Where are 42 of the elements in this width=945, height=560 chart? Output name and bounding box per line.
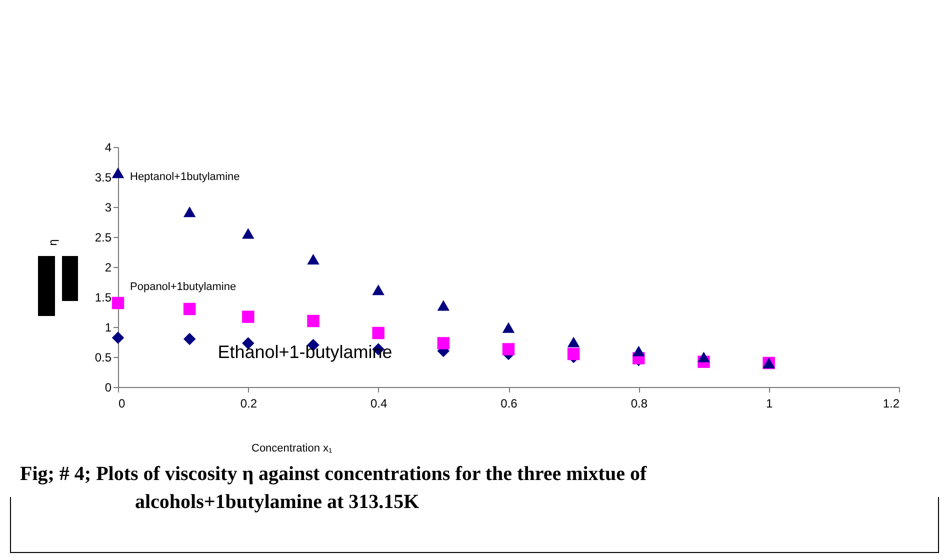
point (112, 296, 124, 310)
y-tick-label: 4 (104, 140, 112, 154)
point (502, 322, 515, 333)
text: Fig; # 4; Plots of viscosity η against concentrations for the three mixtue of alcohols+1butylamine at 313.15K (20, 462, 648, 515)
x-tick-label: 0.2 (240, 396, 258, 410)
point (242, 228, 254, 239)
point (372, 326, 384, 340)
x-axis-title: Concentration x₁ (252, 442, 333, 454)
series-label: Ethanol+1-butylamine (218, 342, 392, 362)
x-tick-label: 0.8 (630, 396, 648, 410)
point (183, 206, 196, 218)
y-axis-title: η (46, 238, 60, 246)
point (502, 343, 515, 356)
point (698, 352, 710, 362)
point (632, 346, 645, 356)
point (242, 310, 254, 323)
x-tick-label: 0 (118, 396, 126, 410)
point (307, 254, 320, 265)
point (437, 300, 450, 311)
x-tick-label: 0.6 (500, 396, 518, 410)
point (567, 348, 580, 360)
x-tick-label: 1.2 (882, 396, 900, 410)
point (437, 337, 450, 350)
point (183, 332, 196, 346)
x-tick-label: 0.4 (370, 396, 388, 410)
point (307, 314, 320, 328)
y-tick-label: 1 (104, 320, 112, 334)
y-tick-label: 0 (104, 380, 112, 394)
y-tick-label: 3.5 (94, 170, 112, 184)
series-label: Popanol+1butylamine (130, 281, 236, 293)
x-tick-label: 1 (766, 396, 773, 410)
y-tick-label: 0.5 (94, 350, 112, 364)
y-tick-label: 2 (104, 260, 112, 274)
point (372, 284, 384, 296)
point (567, 336, 580, 348)
y-tick-label: 1.5 (94, 290, 112, 304)
point (112, 332, 124, 344)
series-label: Heptanol+1butylamine (130, 170, 240, 183)
point (112, 167, 124, 178)
point (183, 302, 196, 316)
y-tick-label: 3 (104, 200, 112, 214)
y-tick-label: 2.5 (94, 230, 112, 244)
